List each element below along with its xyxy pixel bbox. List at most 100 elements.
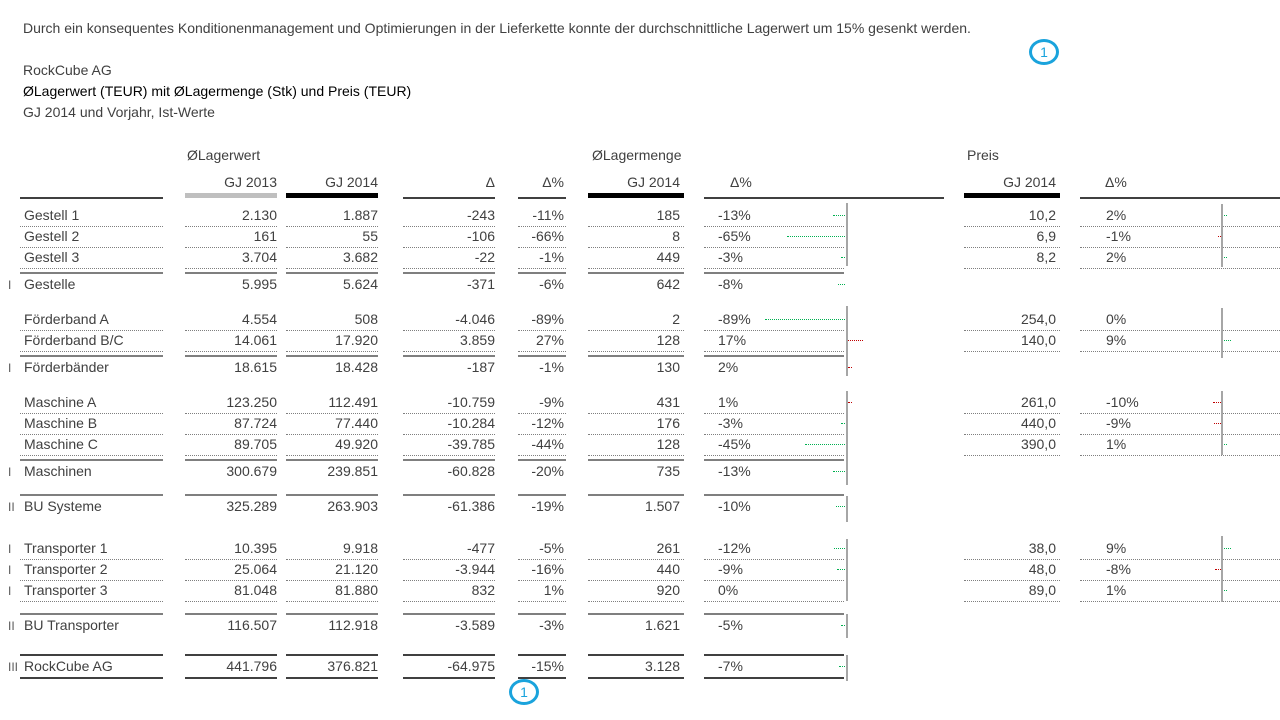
col-p-delta-pct: Δ% [1105,174,1127,190]
row-divider [704,226,844,227]
cell-preis-pct: 1% [1106,582,1127,598]
cell-delta: 3.859 [459,332,495,348]
sum-rule [704,654,844,656]
cell-preis: 440,0 [1020,415,1056,431]
row-divider [704,434,844,435]
cell-lm: 8 [672,228,680,244]
sum-rule [403,654,495,656]
group-lagermenge: ØLagermenge [592,147,682,163]
cell-preis: 261,0 [1020,394,1056,410]
row-divider [1080,455,1280,456]
header-rule-label [20,197,163,199]
lm-axis-line [846,496,848,522]
cell-delta-pct: -11% [532,207,564,223]
cell-lw-prev: 2.130 [241,207,277,223]
lm-delta-bar [841,423,845,424]
row-divider [964,434,1060,435]
row-label: RockCube AG [24,658,113,674]
sum-rule [518,613,566,615]
row-divider [588,455,684,456]
cell-lw-prev: 14.061 [234,332,277,348]
total-rule [704,677,844,679]
cell-preis: 10,2 [1028,207,1056,223]
cell-lm-pct: 1% [718,394,739,410]
cell-lm: 128 [656,332,680,348]
cell-delta: -371 [466,276,495,292]
lm-delta-bar [840,625,845,626]
cell-delta: -477 [466,540,495,556]
row-divider [588,226,684,227]
col-delta: Δ [485,174,495,190]
cell-lm: 3.128 [644,658,680,674]
cell-lm-pct: -45% [718,436,751,452]
row-divider [704,559,844,560]
price-delta-bar [1214,569,1221,570]
row-label: Transporter 2 [24,561,108,577]
comment-badge-bottom[interactable]: 1 [509,679,539,705]
row-level-marker: I [8,465,12,479]
sum-rule [286,355,378,357]
row-divider [588,580,684,581]
row-label: Maschine B [24,415,98,431]
cell-lm-pct: -5% [718,617,743,633]
row-divider [20,330,163,331]
cell-delta-pct: -1% [539,359,564,375]
lm-delta-bar [848,367,852,368]
cell-delta-pct: -20% [531,463,564,479]
cell-lw-cur: 77.440 [335,415,378,431]
lm-axis-line [846,306,848,376]
row-divider [403,268,495,269]
cell-lm: 642 [656,276,680,292]
row-divider [1080,226,1280,227]
cell-lm: 1.621 [644,617,680,633]
row-divider [286,434,378,435]
sum-rule [20,272,163,274]
row-label: Transporter 3 [24,582,108,598]
lm-delta-bar [834,548,845,549]
price-delta-bar [1224,215,1227,216]
row-divider [185,580,277,581]
row-divider [286,580,378,581]
sum-rule [286,613,378,615]
cell-lm-pct: -13% [718,207,751,223]
lm-delta-bar [837,284,845,285]
col-lm-cur: GJ 2014 [627,174,680,190]
row-divider [964,559,1060,560]
cell-delta-pct: -66% [531,228,564,244]
row-label: Gestelle [24,276,76,292]
cell-lm-pct: -65% [718,228,751,244]
cell-lm: 449 [656,249,680,265]
cell-lw-cur: 112.491 [328,394,378,410]
row-divider [588,559,684,560]
row-divider [20,434,163,435]
cell-lw-cur: 17.920 [335,332,378,348]
sum-rule [403,355,495,357]
row-label: Gestell 2 [24,228,80,244]
row-divider [20,268,163,269]
cell-lw-prev: 325.289 [226,498,277,514]
cell-lm: 2 [672,311,680,327]
header-rule-delta [403,197,495,199]
cell-lm-pct: -8% [718,276,743,292]
sum-rule [403,613,495,615]
sum-rule [588,654,684,656]
row-divider [20,247,163,248]
comment-badge-top[interactable]: 1 [1029,39,1059,65]
cell-lw-cur: 9.918 [342,540,378,556]
row-divider [185,559,277,560]
row-divider [286,413,378,414]
row-divider [964,455,1060,456]
row-divider [286,247,378,248]
cell-delta: -64.975 [447,658,495,674]
cell-delta-pct: -12% [531,415,564,431]
sum-rule [588,613,684,615]
cell-delta: -39.785 [447,436,495,452]
cell-delta-pct: -15% [531,658,564,674]
row-label: BU Systeme [24,498,102,514]
bar-prev-year [185,193,277,198]
sum-rule [185,272,277,274]
price-delta-bar [1213,423,1221,424]
cell-preis-pct: 9% [1106,540,1127,556]
cell-lw-cur: 376.821 [327,658,378,674]
row-divider [1080,247,1280,248]
